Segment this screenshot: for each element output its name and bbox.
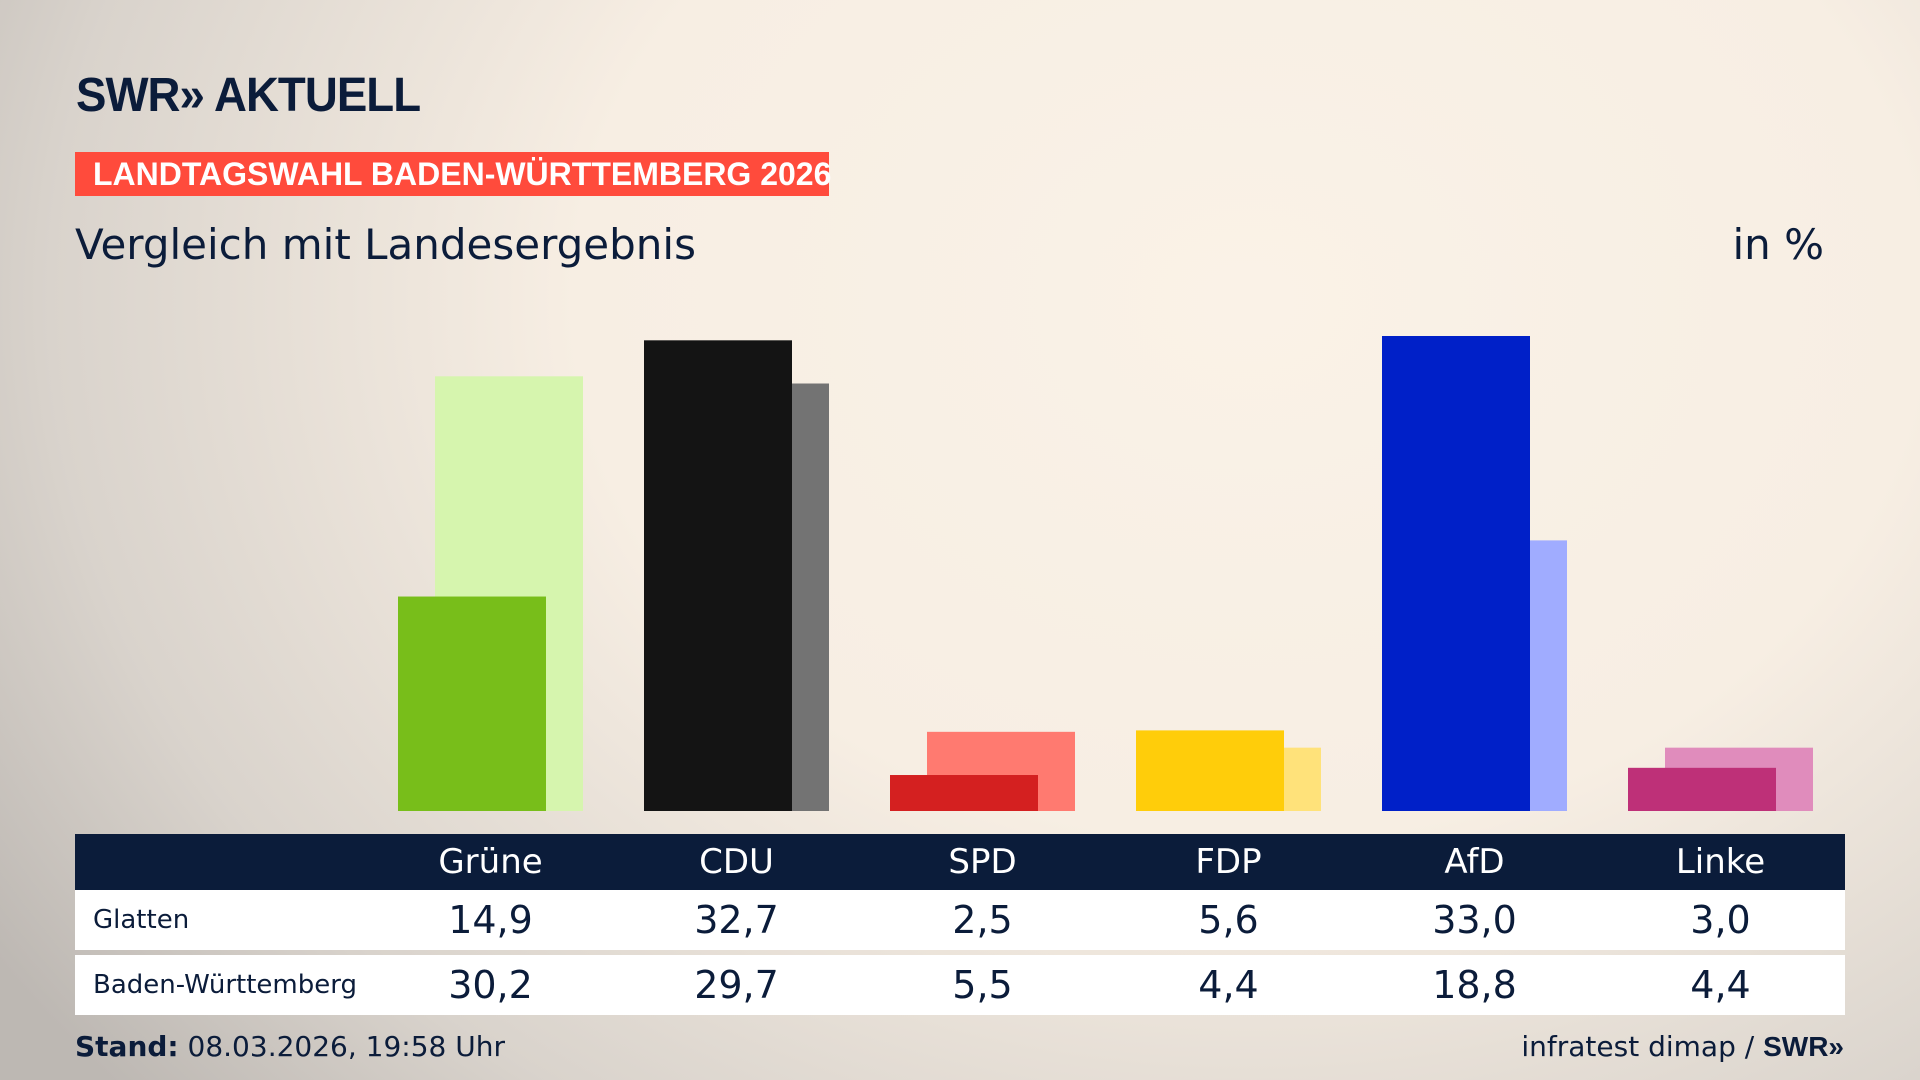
unit-label: in % (1732, 220, 1824, 269)
bar-glatten-2 (890, 775, 1038, 811)
column-header: Linke (1675, 842, 1766, 882)
value-cell: 14,9 (448, 898, 533, 942)
bar-glatten-3 (1136, 730, 1284, 811)
value-cell: 18,8 (1432, 963, 1517, 1007)
swr-aktuell-logo: SWR» AKTUELL (76, 69, 421, 122)
table-row-glatten: Glatten 14,9 32,7 2,5 5,6 33,0 3,0 (75, 890, 1845, 950)
table-row-bw: Baden-Württemberg 30,2 29,7 5,5 4,4 18,8 4,4 (75, 955, 1845, 1015)
value-cell: 33,0 (1432, 898, 1517, 942)
stand-value: 08.03.2026, 19:58 Uhr (187, 1030, 505, 1063)
bar-glatten-0 (398, 596, 546, 811)
value-cell: 32,7 (694, 898, 779, 942)
column-header: FDP (1195, 842, 1262, 882)
timestamp: Stand: 08.03.2026, 19:58 Uhr (75, 1030, 505, 1063)
value-cell: 2,5 (952, 898, 1013, 942)
value-cell: 30,2 (448, 963, 533, 1007)
bar-chart (398, 336, 1813, 811)
column-header: SPD (948, 842, 1017, 882)
value-cell: 4,4 (1198, 963, 1259, 1007)
bar-glatten-4 (1382, 336, 1530, 811)
value-cell: 3,0 (1690, 898, 1751, 942)
row-label: Glatten (93, 905, 190, 935)
value-cell: 5,5 (952, 963, 1013, 1007)
stand-label: Stand: (75, 1030, 179, 1063)
bar-glatten-1 (644, 340, 792, 811)
table-header: Grüne CDU SPD FDP AfD Linke (75, 834, 1845, 890)
swr-logo: SWR» (1763, 1031, 1844, 1062)
bar-glatten-5 (1628, 767, 1776, 811)
column-header: CDU (699, 842, 774, 882)
source: infratest dimap / SWR» (1521, 1030, 1844, 1063)
column-header: AfD (1444, 842, 1505, 882)
value-cell: 29,7 (694, 963, 779, 1007)
column-header: Grüne (438, 842, 543, 882)
source-text: infratest dimap / (1521, 1030, 1764, 1063)
chart-subtitle: Vergleich mit Landesergebnis (75, 220, 696, 269)
value-cell: 5,6 (1198, 898, 1259, 942)
election-banner: LANDTAGSWAHL BADEN-WÜRTTEMBERG 2026 (75, 152, 831, 196)
row-label: Baden-Württemberg (93, 970, 357, 1000)
value-cell: 4,4 (1690, 963, 1751, 1007)
